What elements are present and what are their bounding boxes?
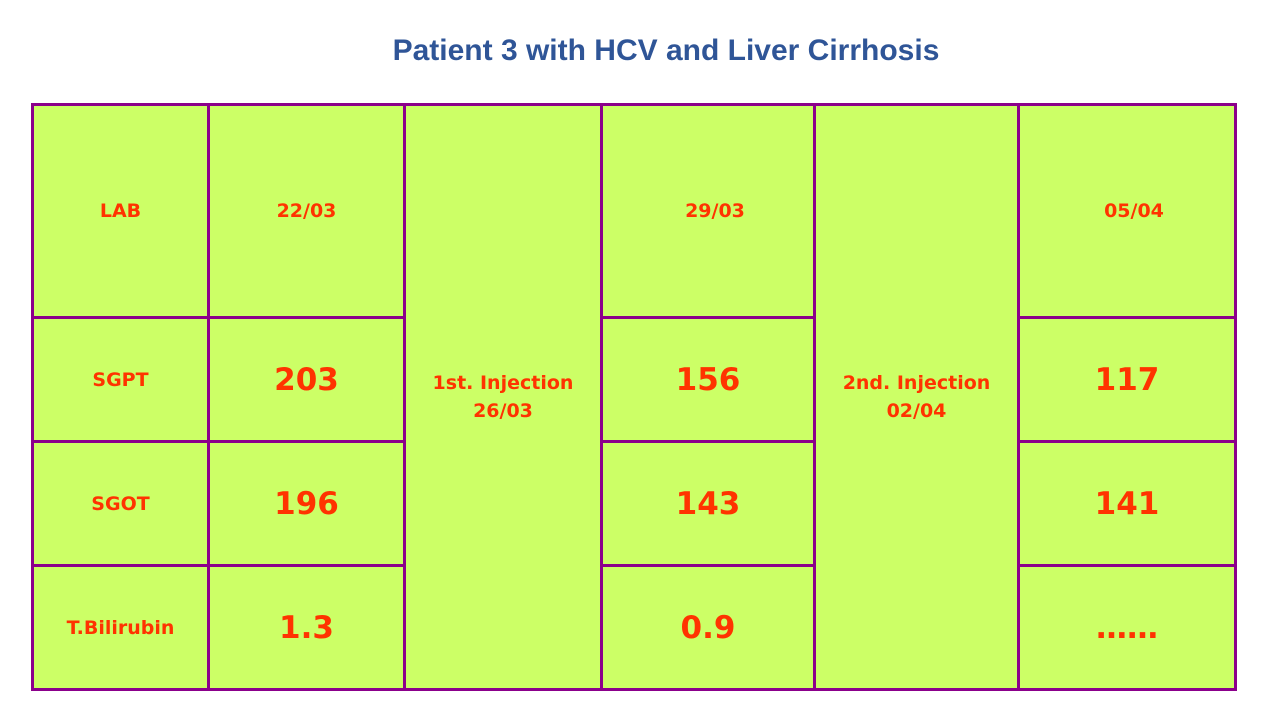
row-label-sgpt: SGPT <box>31 316 210 443</box>
row-label-bilirubin: T.Bilirubin <box>31 564 210 691</box>
bilirubin-value-2: 0.9 <box>600 564 816 691</box>
sgot-value-1: 196 <box>207 440 406 567</box>
table-row-bilirubin: T.Bilirubin 1.3 0.9 …… <box>31 564 1237 691</box>
injection-1-date: 26/03 <box>473 400 533 422</box>
injection-2-label: 2nd. Injection <box>842 372 991 394</box>
bilirubin-value-1: 1.3 <box>207 564 406 691</box>
header-date-2: 29/03 <box>600 103 816 319</box>
table-row-sgpt: SGPT 203 156 117 <box>31 316 1237 443</box>
table-row-sgot: SGOT 196 143 141 <box>31 440 1237 567</box>
row-label-sgot: SGOT <box>31 440 210 567</box>
header-date-1: 22/03 <box>207 103 406 319</box>
injection-1-label: 1st. Injection <box>432 372 574 394</box>
table-header-row: LAB 22/03 1st. Injection 26/03 29/03 2nd… <box>31 103 1237 691</box>
sgpt-value-3: 117 <box>1017 316 1237 443</box>
bilirubin-value-3: …… <box>1017 564 1237 691</box>
slide-title: Patient 3 with HCV and Liver Cirrhosis <box>392 34 940 67</box>
injection-2-cell: 2nd. Injection 02/04 <box>813 103 1020 691</box>
sgot-value-3: 141 <box>1017 440 1237 567</box>
header-lab: LAB <box>31 103 210 319</box>
injection-2-date: 02/04 <box>886 400 947 422</box>
injection-1-cell: 1st. Injection 26/03 <box>403 103 603 691</box>
header-date-3: 05/04 <box>1017 103 1237 319</box>
sgpt-value-2: 156 <box>600 316 816 443</box>
sgot-value-2: 143 <box>600 440 816 567</box>
sgpt-value-1: 203 <box>207 316 406 443</box>
lab-results-table: LAB 22/03 1st. Injection 26/03 29/03 2nd… <box>31 103 1237 691</box>
